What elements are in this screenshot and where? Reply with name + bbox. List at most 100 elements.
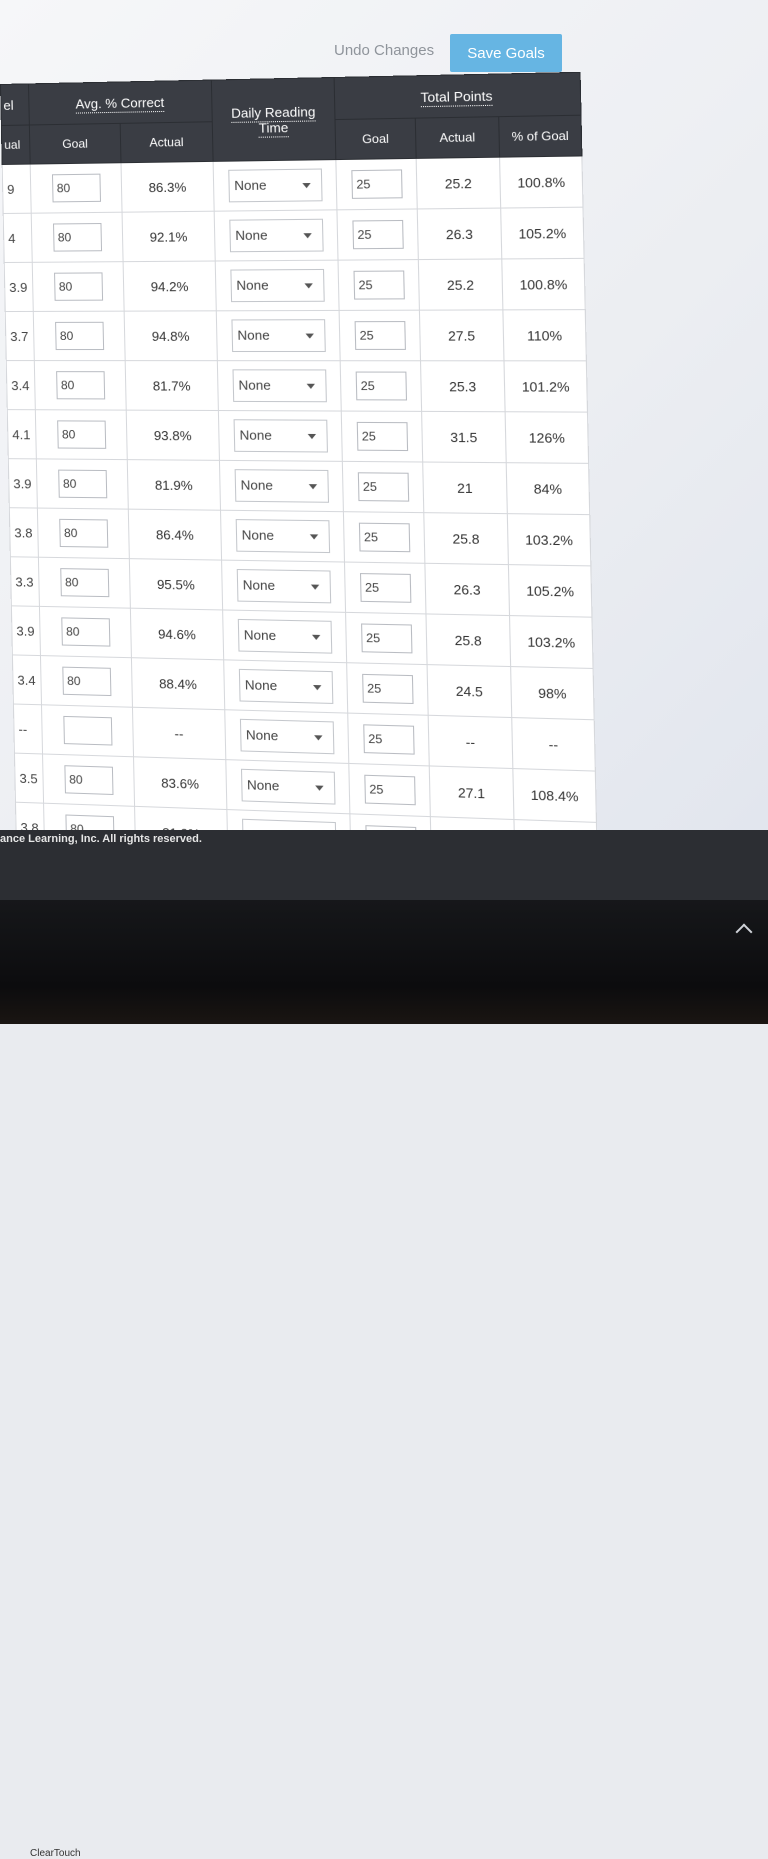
caret-down-icon [314, 735, 322, 740]
total-points-header[interactable]: Total Points [334, 72, 581, 119]
total-points-goal-input[interactable] [354, 321, 405, 350]
tp-actual-cell: 26.3 [417, 208, 502, 260]
daily-reading-select[interactable]: None [238, 669, 332, 704]
daily-reading-cell: None [226, 760, 350, 814]
reading-level-cell: 4.1 [7, 410, 36, 459]
tp-pct-cell: 105.2% [501, 207, 584, 259]
tp-goal-cell [339, 310, 420, 361]
total-points-goal-input[interactable] [351, 169, 402, 198]
avg-correct-goal-input[interactable] [58, 470, 107, 499]
tp-pct-cell: 100.8% [500, 156, 583, 208]
avg-actual-cell: 92.1% [122, 211, 215, 261]
save-goals-button[interactable]: Save Goals [450, 34, 562, 72]
tp-pct-cell: 103.2% [507, 514, 591, 566]
avg-correct-goal-input[interactable] [55, 322, 104, 350]
avg-goal-cell [33, 311, 125, 360]
reading-level-cell: 3.9 [11, 606, 40, 656]
daily-reading-value: None [236, 277, 269, 292]
student-goal-row: 4 92.1% None 26.3 105.2% [3, 207, 584, 262]
avg-correct-goal-input[interactable] [53, 223, 102, 252]
daily-reading-value: None [246, 727, 279, 743]
avg-correct-goal-input[interactable] [59, 519, 108, 548]
tp-pct-cell: 105.2% [508, 565, 592, 618]
student-goal-row: 3.4 81.7% None 25.3 101.2% [6, 361, 587, 413]
total-points-goal-input[interactable] [364, 775, 415, 806]
page-footer: ance Learning, Inc. All rights reserved. [0, 830, 768, 910]
avg-correct-goal-input[interactable] [57, 420, 106, 448]
daily-reading-select[interactable]: None [232, 369, 326, 402]
tp-goal-header: Goal [335, 118, 416, 159]
avg-goal-cell [34, 361, 126, 411]
daily-reading-select[interactable]: None [229, 219, 323, 253]
daily-reading-select[interactable]: None [228, 168, 322, 202]
daily-reading-value: None [237, 328, 270, 343]
daily-reading-select[interactable]: None [233, 419, 327, 452]
total-points-goal-input[interactable] [359, 573, 410, 603]
tp-goal-cell [343, 512, 424, 564]
avg-goal-cell [40, 656, 132, 708]
total-points-goal-input[interactable] [356, 422, 407, 451]
avg-goal-cell [32, 262, 124, 312]
daily-reading-cell: None [221, 510, 345, 562]
tp-pct-cell: 100.8% [502, 258, 585, 310]
avg-correct-header[interactable]: Avg. % Correct [28, 80, 212, 125]
avg-correct-goal-input[interactable] [56, 371, 105, 399]
avg-correct-goal-input[interactable] [54, 272, 103, 300]
daily-reading-header[interactable]: Daily Reading Time [211, 77, 335, 161]
avg-actual-cell: 94.2% [123, 261, 216, 311]
daily-reading-cell: None [213, 160, 337, 212]
reading-level-cell: 3.9 [4, 262, 33, 311]
tp-goal-cell [342, 461, 423, 512]
daily-reading-select[interactable]: None [231, 319, 325, 352]
daily-reading-select[interactable]: None [230, 269, 324, 302]
undo-changes-button[interactable]: Undo Changes [334, 42, 434, 59]
avg-correct-goal-input[interactable] [62, 667, 111, 696]
avg-correct-goal-input[interactable] [51, 174, 100, 203]
tp-pct-cell: 101.2% [504, 361, 587, 412]
total-points-goal-input[interactable] [357, 472, 408, 501]
daily-reading-cell: None [218, 411, 342, 462]
daily-reading-select[interactable]: None [237, 619, 331, 654]
goals-table: el Avg. % Correct Daily Reading Time Tot… [0, 72, 598, 874]
tp-actual-header: Actual [415, 117, 499, 159]
monitor-brand-logo: ClearTouch [30, 1848, 81, 1859]
daily-reading-value: None [242, 527, 275, 543]
total-points-goal-input[interactable] [363, 724, 414, 754]
reading-level-cell: -- [13, 704, 42, 754]
caret-down-icon [305, 334, 313, 339]
tp-actual-cell: 27.5 [419, 310, 504, 361]
avg-goal-cell [38, 557, 130, 608]
tp-goal-cell [337, 209, 418, 260]
daily-reading-select[interactable]: None [235, 519, 329, 553]
daily-reading-select[interactable]: None [236, 569, 330, 603]
reading-level-cell: 9 [2, 164, 31, 213]
total-points-goal-input[interactable] [358, 523, 409, 553]
tp-actual-cell: 25.2 [418, 259, 503, 310]
tp-goal-cell [346, 612, 428, 664]
total-points-goal-input[interactable] [352, 220, 403, 249]
avg-correct-goal-input[interactable] [64, 765, 113, 795]
avg-correct-goal-input[interactable] [60, 568, 109, 597]
reading-level-cell: 3.7 [5, 311, 34, 360]
avg-actual-cell: 94.8% [124, 311, 217, 361]
tp-actual-cell: 25.8 [426, 614, 511, 667]
goals-table-wrapper: el Avg. % Correct Daily Reading Time Tot… [0, 72, 597, 874]
avg-actual-cell: 93.8% [126, 410, 219, 460]
tp-goal-cell [341, 411, 422, 462]
total-points-goal-input[interactable] [362, 674, 413, 704]
tp-actual-cell: 27.1 [429, 766, 514, 820]
total-points-goal-input[interactable] [361, 623, 412, 653]
caret-down-icon [309, 534, 317, 539]
tp-goal-cell [338, 260, 419, 311]
avg-correct-goal-input[interactable] [63, 716, 112, 746]
daily-reading-select[interactable]: None [239, 719, 334, 754]
avg-actual-cell: -- [132, 707, 225, 759]
total-points-goal-input[interactable] [355, 372, 406, 401]
avg-correct-goal-input[interactable] [61, 617, 110, 646]
daily-reading-select[interactable]: None [234, 469, 328, 503]
total-points-goal-input[interactable] [353, 270, 404, 299]
daily-reading-select[interactable]: None [240, 769, 335, 805]
tp-pct-cell: 103.2% [510, 616, 594, 669]
avg-goal-cell [30, 163, 122, 213]
tp-pct-cell: 126% [505, 412, 588, 464]
